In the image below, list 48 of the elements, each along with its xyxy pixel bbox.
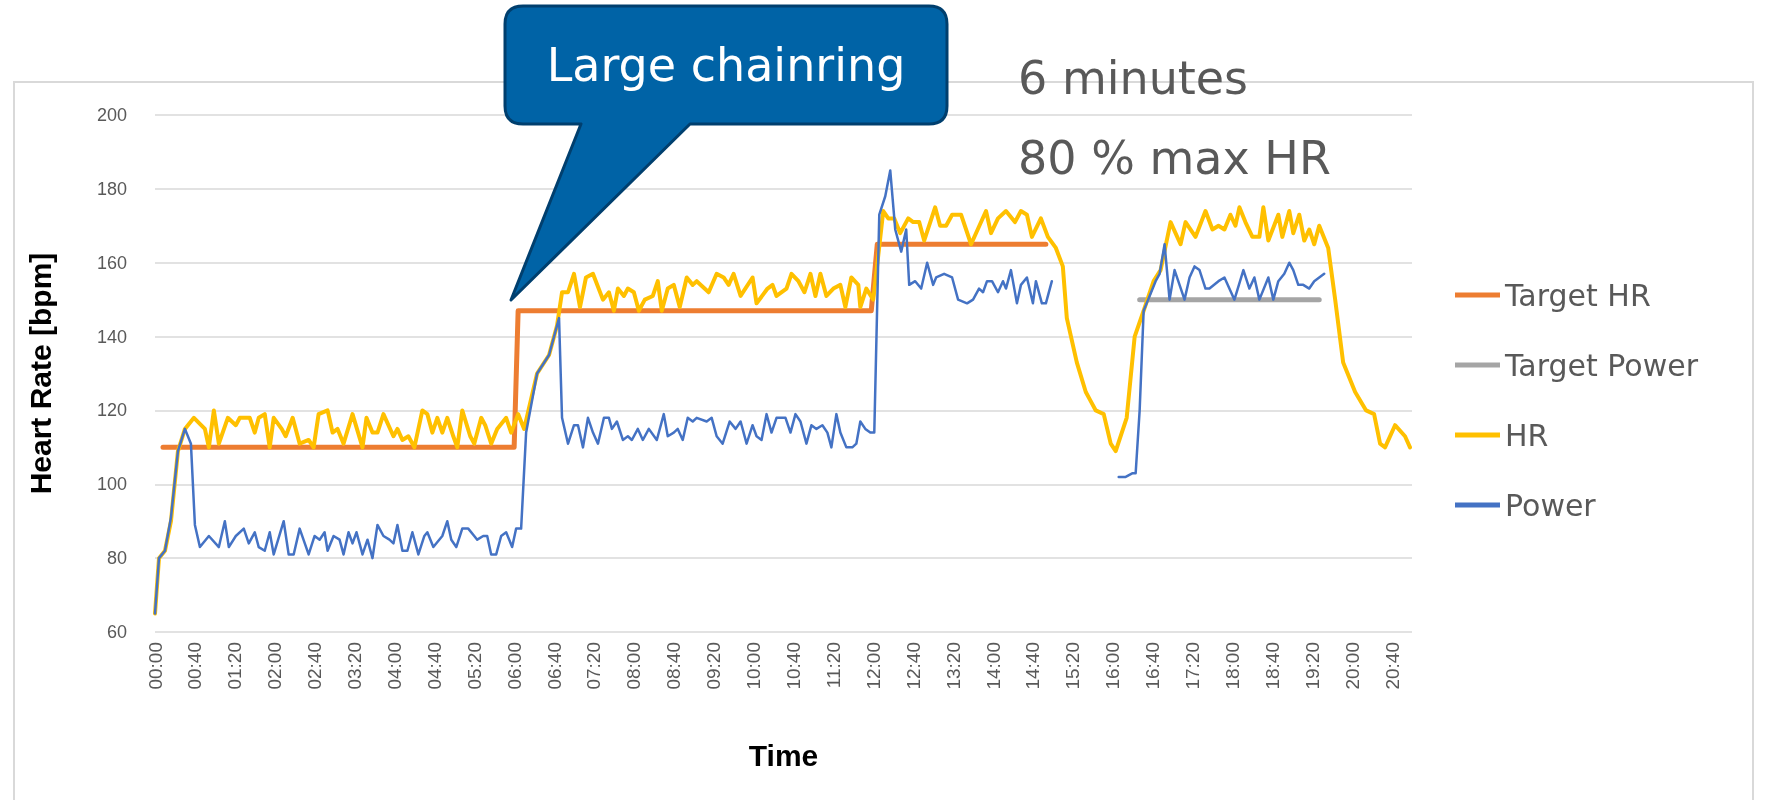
x-tick-label: 13:20 [942,642,964,690]
x-tick-label: 03:20 [344,642,366,690]
x-tick-label: 16:00 [1102,642,1124,690]
x-tick-label: 06:40 [543,642,565,690]
x-tick-label: 09:20 [703,642,725,690]
x-axis-title: Time [748,738,819,772]
x-tick-label: 18:40 [1261,642,1283,690]
annotation: 6 minutes 80 % max HR [1018,51,1331,185]
x-tick-label: 08:40 [663,642,685,690]
x-tick-label: 18:00 [1221,642,1243,690]
text: Large chainring [545,37,907,94]
y-tick-label: 160 [96,252,127,273]
legend-label: Target HR [1504,277,1651,313]
x-tick-label: 11:20 [822,642,844,689]
x-tick-label: 01:20 [224,642,246,690]
x-tick-label: 12:00 [862,642,884,690]
legend-label: HR [1505,417,1549,453]
x-tick-label: 02:00 [264,642,286,690]
x-tick-label: 02:40 [304,642,326,690]
x-tick-label: 10:00 [743,642,765,690]
x-tick-label: 16:40 [1142,642,1164,690]
y-tick-label: 140 [96,326,127,347]
x-tick-label: 14:40 [1022,642,1044,690]
x-tick-label: 05:20 [463,642,485,690]
x-tick-label: 20:00 [1341,642,1363,690]
x-tick-label: 14:00 [982,642,1004,690]
x-tick-label: 12:40 [902,642,924,690]
x-tick-label: 06:00 [503,642,525,690]
x-tick-label: 19:20 [1301,642,1323,690]
legend-label: Target Power [1504,347,1699,383]
x-tick-label: 00:00 [144,642,166,690]
y-tick-label: 200 [96,105,127,125]
x-tick-label: 17:20 [1182,642,1204,690]
x-tick-label: 15:20 [1062,642,1084,690]
x-tick-label: 08:00 [623,642,645,690]
x-tick-label: 10:40 [782,642,804,690]
x-tick-label: 04:00 [383,642,405,690]
y-tick-label: 120 [96,400,127,421]
legend-label: Power [1505,487,1597,523]
y-tick-label: 100 [96,474,127,495]
x-tick-label: 00:40 [184,642,206,690]
y-axis-title: Heart Rate [bpm] [23,252,57,495]
x-tick-label: 07:20 [583,642,605,690]
x-tick-label: 04:40 [423,642,445,690]
x-tick-label: 20:40 [1381,642,1403,690]
y-tick-label: 60 [106,622,127,642]
y-tick-label: 80 [106,548,127,569]
y-tick-label: 180 [96,178,127,199]
